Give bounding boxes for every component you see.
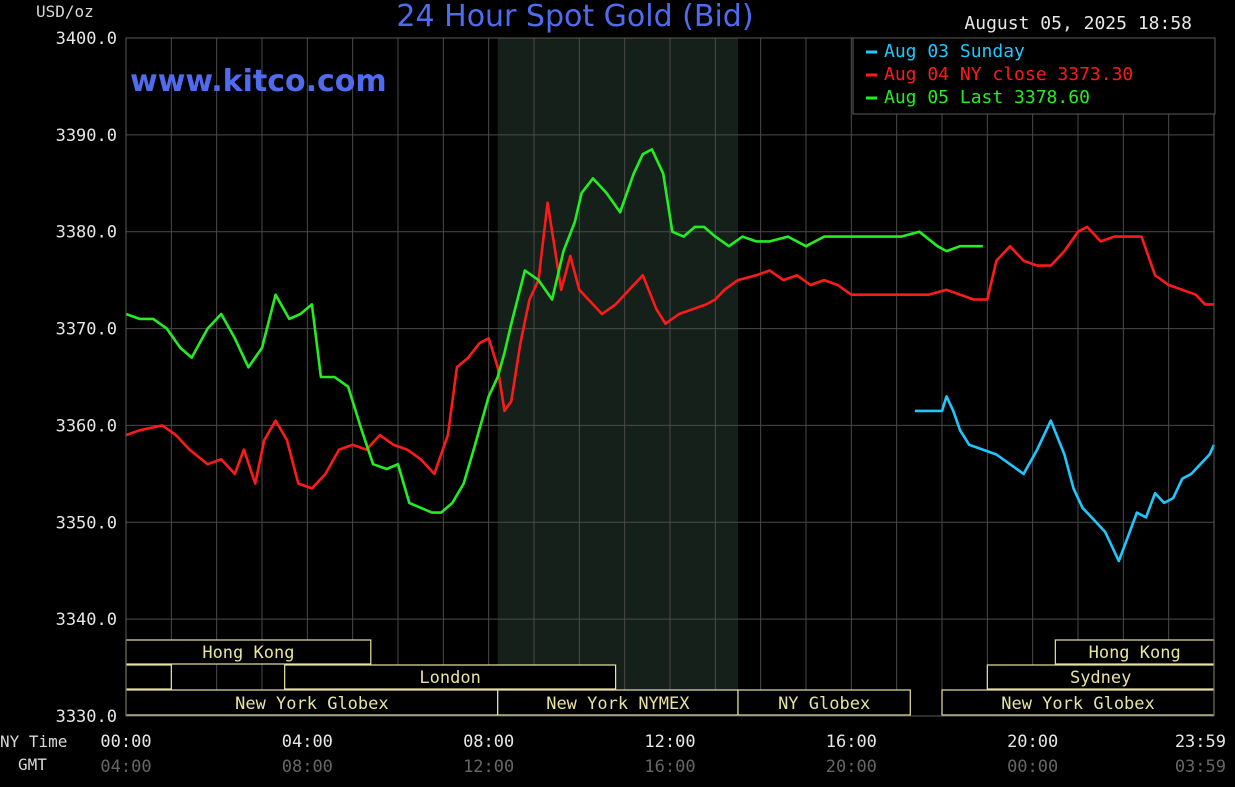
timestamp: August 05, 2025 18:58 [964, 13, 1192, 34]
y-tick-label: 3380.0 [56, 223, 117, 243]
series-line-3 [125, 148, 983, 514]
session-label: Hong Kong [202, 643, 294, 663]
x-tick-ny: 00:00 [100, 732, 151, 752]
x-axis-ticks: 00:00 04:00 04:00 08:00 08:00 12:00 12:00 16:00… [100, 732, 1226, 777]
session-box [1054, 639, 1215, 665]
x-tick-gmt: 12:00 [463, 757, 514, 777]
session-box [284, 664, 617, 690]
x-tick-ny: 23:59 [1175, 732, 1226, 752]
x-tick-ny: 04:00 [282, 732, 333, 752]
legend-entry: Aug 05 Last 3378.60 [884, 87, 1090, 108]
y-axis-ticks: 3330.0 3340.0 3350.0 3360.0 3370.0 3380.0 3390… [56, 29, 117, 727]
session-label: Hong Kong [1089, 643, 1181, 663]
nymex-session-highlight [497, 38, 738, 716]
nytime-label: NY Time [0, 732, 67, 751]
y-tick-label: 3340.0 [56, 610, 117, 630]
x-tick-gmt: 04:00 [100, 757, 151, 777]
session-label: New York NYMEX [546, 694, 690, 714]
y-tick-label: 3350.0 [56, 513, 117, 533]
session-box [125, 639, 372, 665]
y-tick-label: 3360.0 [56, 416, 117, 436]
y-tick-label: 3400.0 [56, 29, 117, 49]
legend-entry: Aug 04 NY close 3373.30 [884, 64, 1133, 85]
session-box [941, 689, 1215, 716]
x-tick-gmt: 03:59 [1175, 757, 1226, 777]
session-label: Sydney [1070, 668, 1131, 688]
y-tick-label: 3390.0 [56, 126, 117, 146]
x-tick-gmt: 08:00 [282, 757, 333, 777]
legend-entry: Aug 03 Sunday [884, 41, 1025, 62]
plot-frame [125, 37, 1215, 717]
session-box [737, 689, 911, 716]
session-box [125, 664, 172, 690]
x-tick-ny: 20:00 [1007, 732, 1058, 752]
gmt-label: GMT [18, 755, 47, 774]
market-sessions: Hong Kong Hong Kong London Sydney New York G… [125, 639, 1215, 716]
x-tick-gmt: 20:00 [826, 757, 877, 777]
session-label: NY Globex [778, 694, 870, 714]
price-series [125, 148, 1216, 563]
y-tick-label: 3370.0 [56, 320, 117, 340]
series-line-2 [125, 201, 1214, 490]
session-label: London [419, 668, 480, 688]
session-box [986, 664, 1215, 690]
x-tick-ny: 12:00 [644, 732, 695, 752]
legend-box [852, 37, 1216, 115]
series-line-1 [914, 395, 1216, 563]
unit-label: USD/oz [36, 2, 94, 21]
x-tick-ny: 08:00 [463, 732, 514, 752]
x-tick-gmt: 00:00 [1007, 757, 1058, 777]
x-tick-gmt: 16:00 [644, 757, 695, 777]
session-box [497, 689, 739, 716]
chart-title: 24 Hour Spot Gold (Bid) [396, 0, 753, 34]
session-label: New York Globex [235, 694, 389, 714]
session-label: New York Globex [1001, 694, 1155, 714]
y-tick-label: 3330.0 [56, 707, 117, 727]
x-tick-ny: 16:00 [826, 732, 877, 752]
watermark: www.kitco.com [130, 64, 387, 99]
